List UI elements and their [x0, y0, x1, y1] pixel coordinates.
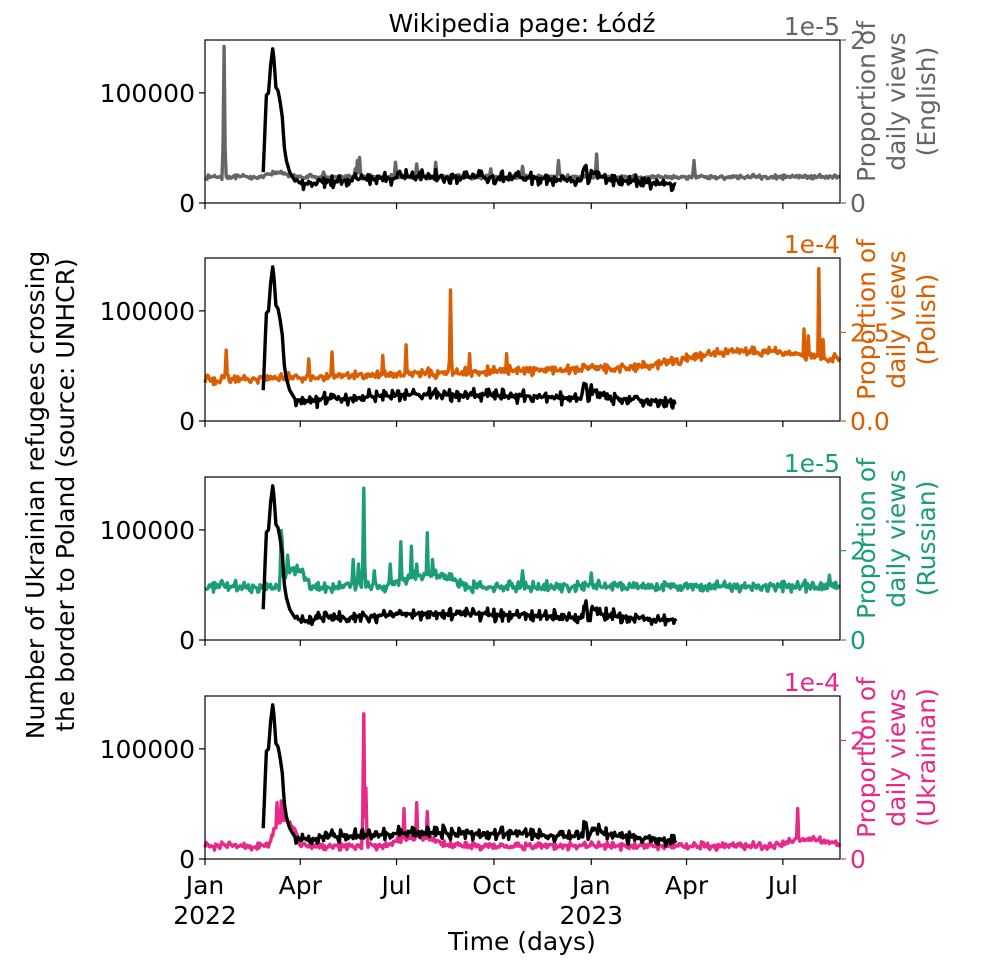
right-axis-label-line3: (Ukrainian): [912, 688, 941, 827]
right-axis-label-line1: Proportion of: [852, 238, 881, 400]
refugees-line-polish: [261, 265, 677, 410]
figure-title: Wikipedia page: Łódź: [388, 9, 655, 38]
right-axis-label-line3: (English): [912, 47, 941, 157]
panel-frame: [204, 257, 841, 422]
panel-polish: 0 100000 0.0 2.5 1e-4 Proportion of daily view…: [100, 230, 941, 436]
right-axis-label-line2: daily views: [882, 469, 911, 607]
refugees-line-ukrainian: [261, 703, 678, 848]
offset-text: 1e-5: [784, 12, 840, 41]
x-tick-year: 2023: [559, 901, 623, 930]
panel-ukrainian: 0 100000 0 2 1e-4 Proportion of daily views (Uk…: [100, 668, 941, 874]
left-axis-label-line1: Number of Ukrainian refugees crossing: [21, 251, 50, 739]
left-tick-label: 100000: [100, 735, 195, 764]
right-axis-label-line1: Proportion of: [852, 457, 881, 619]
right-axis-label-line2: daily views: [882, 32, 911, 170]
right-tick-label: 2: [850, 537, 866, 566]
panel-russian: 0 100000 0 2 1e-5 Proportion of daily views (Ru…: [100, 449, 941, 655]
right-tick-label: 0: [850, 189, 866, 218]
right-axis-label: Proportion of daily views (Russian): [852, 457, 941, 619]
left-tick-label: 100000: [100, 297, 195, 326]
right-tick-label: 0: [850, 626, 866, 655]
right-tick-label: 2: [850, 26, 866, 55]
left-tick-label: 100000: [100, 79, 195, 108]
views-line-english: [204, 44, 842, 182]
right-axis-label-line1: Proportion of: [852, 20, 881, 182]
x-tick-label: Apr: [279, 871, 323, 900]
left-tick-label: 0: [179, 407, 195, 436]
panel-frame: [204, 476, 841, 641]
refugees-line-russian: [261, 484, 678, 627]
x-tick-year: 2022: [173, 901, 237, 930]
right-axis-label: Proportion of daily views (Polish): [852, 238, 941, 400]
left-axis-label: Number of Ukrainian refugees crossing th…: [21, 251, 80, 739]
right-axis-label-line1: Proportion of: [852, 676, 881, 838]
left-tick-label: 100000: [100, 516, 195, 545]
left-axis-label-line2: the border to Poland (source: UNHCR): [51, 258, 80, 731]
right-tick-label: 2: [850, 726, 866, 755]
x-tick-label: Apr: [665, 871, 709, 900]
x-tick-label: Jul: [766, 871, 798, 900]
offset-text: 1e-5: [784, 449, 840, 478]
views-line-polish: [203, 266, 842, 387]
right-tick-label: 0.0: [850, 407, 890, 436]
panel-english: 0 100000 0 2 1e-5 Proportion of daily views (En…: [100, 12, 941, 218]
right-axis-label-line2: daily views: [882, 250, 911, 388]
offset-text: 1e-4: [784, 668, 840, 697]
left-tick-label: 0: [179, 189, 195, 218]
right-tick-label: 2.5: [850, 318, 890, 347]
right-tick-label: 0: [850, 845, 866, 874]
right-axis-label: Proportion of daily views (English): [852, 20, 941, 182]
refugees-line-english: [261, 47, 677, 193]
x-tick-label: Jul: [379, 871, 411, 900]
views-line-russian: [204, 486, 842, 595]
x-tick-label: Jan: [184, 871, 225, 900]
left-tick-label: 0: [179, 845, 195, 874]
offset-text: 1e-4: [784, 230, 840, 259]
right-axis-label-line2: daily views: [882, 688, 911, 826]
x-axis-label: Time (days): [447, 927, 596, 956]
panel-frame: [204, 39, 841, 204]
right-axis-label-line3: (Polish): [912, 274, 941, 366]
right-axis-label-line3: (Russian): [912, 481, 941, 597]
left-tick-label: 0: [179, 626, 195, 655]
x-tick-label: Oct: [472, 871, 515, 900]
x-tick-label: Jan: [570, 871, 611, 900]
right-axis-label: Proportion of daily views (Ukrainian): [852, 676, 941, 838]
panel-frame: [204, 695, 841, 860]
views-line-ukrainian: [203, 712, 842, 852]
